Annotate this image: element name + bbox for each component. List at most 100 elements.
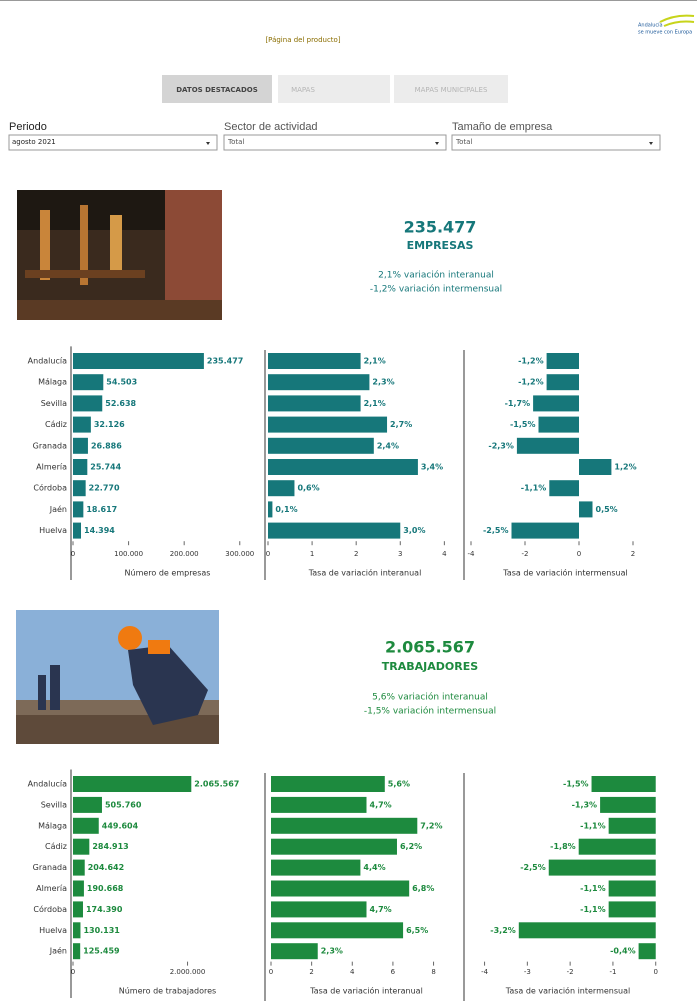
- bar: [609, 818, 656, 834]
- x-axis-title: Tasa de variación interanual: [308, 568, 422, 578]
- value-label: 0,5%: [596, 505, 618, 514]
- bar: [73, 395, 102, 411]
- x-tick-label: 0: [71, 968, 75, 976]
- value-label: 52.638: [105, 399, 136, 408]
- bar: [271, 881, 409, 897]
- category-label: Cádiz: [45, 842, 67, 851]
- bar: [268, 501, 272, 517]
- x-tick-label: 0: [266, 550, 270, 558]
- x-tick-label: 100.000: [114, 550, 143, 558]
- x-tick-label: 2.000.000: [170, 968, 206, 976]
- bar: [271, 818, 417, 834]
- bar: [73, 943, 80, 959]
- bar: [547, 374, 579, 390]
- value-label: 26.886: [91, 441, 122, 450]
- bar: [73, 922, 80, 938]
- x-tick-label: 4: [442, 550, 447, 558]
- x-tick-label: 0: [71, 550, 75, 558]
- category-label: Málaga: [38, 821, 67, 830]
- value-label: -0,4%: [610, 947, 636, 956]
- value-label: 0,1%: [275, 505, 297, 514]
- x-tick-label: 4: [350, 968, 355, 976]
- photo-workers: [16, 610, 219, 744]
- dropdown-value[interactable]: Total: [227, 138, 244, 146]
- dropdown-value[interactable]: agosto 2021: [12, 138, 56, 146]
- kpi-intermensual: -1,2% variación intermensual: [370, 284, 502, 295]
- category-label: Cádiz: [45, 420, 67, 429]
- bar: [609, 901, 656, 917]
- bar: [609, 881, 656, 897]
- bar: [73, 459, 87, 475]
- tab-label[interactable]: MAPAS MUNICIPALES: [415, 86, 488, 94]
- product-link[interactable]: [Página del producto]: [265, 36, 340, 44]
- x-tick-label: 8: [431, 968, 435, 976]
- value-label: -1,1%: [521, 484, 547, 493]
- value-label: 22.770: [89, 484, 120, 493]
- bar: [533, 395, 579, 411]
- value-label: 125.459: [83, 947, 120, 956]
- logo: Andalucía se mueve con Europa: [638, 16, 694, 36]
- value-label: -1,2%: [518, 378, 544, 387]
- value-label: 190.668: [87, 884, 124, 893]
- kpi-trabajadores: 2.065.567 TRABAJADORES 5,6% variación in…: [364, 638, 496, 717]
- logo-text: Andalucía: [638, 22, 663, 29]
- x-axis-title: Número de trabajadores: [119, 987, 216, 996]
- x-tick-label: 6: [391, 968, 396, 976]
- bar: [271, 943, 318, 959]
- bar: [73, 901, 83, 917]
- value-label: 25.744: [90, 463, 121, 472]
- value-label: -3,2%: [490, 926, 516, 935]
- value-label: -1,3%: [572, 800, 598, 809]
- x-tick-label: 1: [310, 550, 314, 558]
- kpi-intermensual: -1,5% variación intermensual: [364, 706, 496, 717]
- bar: [512, 523, 580, 539]
- bar: [268, 374, 369, 390]
- dropdown[interactable]: [224, 135, 446, 150]
- value-label: 204.642: [88, 863, 124, 872]
- x-tick-label: 0: [269, 968, 273, 976]
- x-tick-label: 200.000: [170, 550, 199, 558]
- value-label: 449.604: [102, 821, 139, 830]
- x-tick-label: -4: [468, 550, 476, 558]
- tab-label[interactable]: DATOS DESTACADOS: [176, 86, 258, 94]
- value-label: 3,4%: [421, 463, 443, 472]
- value-label: -1,8%: [550, 842, 576, 851]
- value-label: -1,5%: [563, 780, 589, 789]
- filters: Periodo agosto 2021 Sector de actividad …: [9, 121, 660, 150]
- x-axis-title: Tasa de variación intermensual: [502, 568, 627, 578]
- value-label: -1,5%: [510, 420, 536, 429]
- kpi-value: 235.477: [404, 218, 477, 237]
- x-tick-label: -4: [481, 968, 489, 976]
- value-label: -1,1%: [580, 884, 606, 893]
- x-tick-label: 2: [354, 550, 358, 558]
- bar: [517, 438, 579, 454]
- category-label: Sevilla: [41, 800, 67, 809]
- bar: [268, 480, 294, 496]
- dropdown[interactable]: [452, 135, 660, 150]
- bar: [73, 374, 103, 390]
- value-label: 2.065.567: [194, 780, 239, 789]
- value-label: 2,3%: [372, 378, 394, 387]
- tab-label[interactable]: MAPAS: [291, 86, 315, 94]
- value-label: 7,2%: [420, 821, 442, 830]
- value-label: 235.477: [207, 357, 243, 366]
- category-label: Málaga: [38, 378, 67, 387]
- bar: [268, 459, 418, 475]
- category-label: Andalucía: [28, 357, 67, 366]
- kpi-interanual: 2,1% variación interanual: [378, 270, 494, 281]
- filter-label: Periodo: [9, 121, 47, 133]
- bar: [73, 776, 191, 792]
- value-label: 6,5%: [406, 926, 428, 935]
- value-label: 5,6%: [388, 780, 410, 789]
- bar: [268, 438, 374, 454]
- bar: [73, 417, 91, 433]
- value-label: 18.617: [86, 505, 117, 514]
- value-label: -1,2%: [518, 357, 544, 366]
- dropdown-value[interactable]: Total: [455, 138, 472, 146]
- bar: [73, 797, 102, 813]
- value-label: 505.760: [105, 800, 142, 809]
- category-label: Andalucía: [28, 780, 67, 789]
- bar: [519, 922, 656, 938]
- value-label: 3,0%: [403, 526, 425, 535]
- bar: [73, 860, 85, 876]
